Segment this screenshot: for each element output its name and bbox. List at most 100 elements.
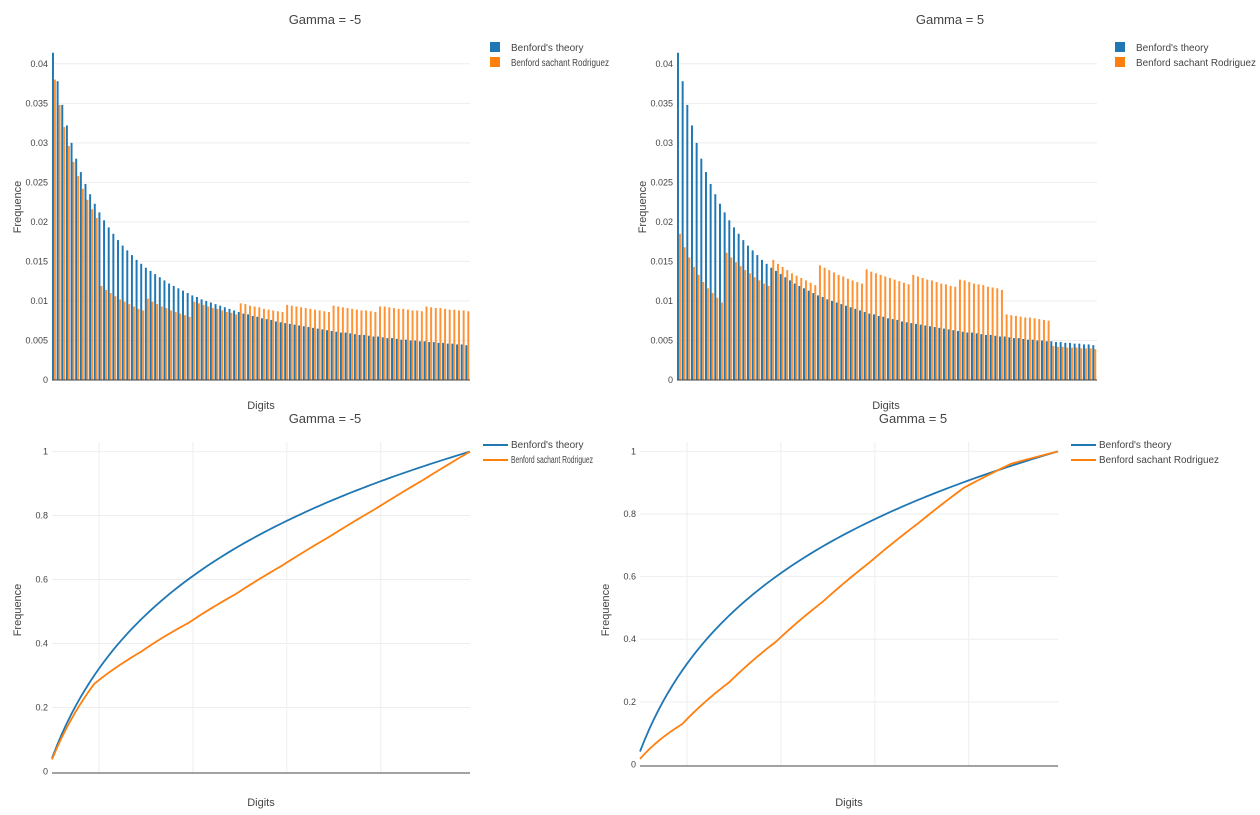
bar-rodriguez [796, 276, 798, 380]
bar-theory [724, 212, 726, 380]
bar-theory [57, 81, 59, 380]
y-tick-label: 0 [668, 375, 673, 385]
bar-theory [1092, 345, 1094, 380]
bar-theory [61, 105, 63, 380]
bar-theory [331, 331, 333, 380]
bar-theory [794, 284, 796, 380]
bar-rodriguez [777, 264, 779, 380]
bar-theory [437, 343, 439, 380]
bar-rodriguez [221, 310, 223, 380]
bar-theory [700, 159, 702, 380]
bar-rodriguez [922, 278, 924, 380]
bar-theory [999, 337, 1001, 380]
bar-rodriguez [847, 279, 849, 380]
bar-rodriguez [936, 282, 938, 380]
y-axis-label: Frequence [637, 181, 649, 234]
legend[interactable]: Benford's theory Benford sachant Rodrigu… [1071, 440, 1219, 466]
bar-theory [400, 340, 402, 380]
bar-rodriguez [365, 310, 367, 380]
y-tick-labels: 0 0.005 0.01 0.015 0.02 0.025 0.03 0.035 0.04 [650, 59, 673, 385]
bar-rodriguez [945, 284, 947, 380]
legend-label-rodriguez[interactable]: Benford sachant Rodriguez [1136, 58, 1256, 69]
bar-theory [728, 220, 730, 380]
bars [52, 53, 469, 380]
legend-label-rodriguez[interactable]: Benford sachant Rodriguez [511, 58, 609, 69]
bar-rodriguez [912, 275, 914, 380]
bar-rodriguez [758, 280, 760, 380]
bar-rodriguez [430, 307, 432, 380]
chart-title: Gamma = 5 [879, 411, 947, 426]
bar-rodriguez [898, 281, 900, 380]
bar-theory [980, 334, 982, 380]
bar-rodriguez [1006, 314, 1008, 380]
bar-theory [1041, 340, 1043, 380]
bar-rodriguez [207, 306, 209, 380]
bar-rodriguez [254, 306, 256, 380]
bar-rodriguez [875, 273, 877, 380]
bar-rodriguez [444, 309, 446, 380]
bar-theory [256, 317, 258, 380]
bar-rodriguez [165, 308, 167, 380]
legend-label-theory[interactable]: Benford's theory [511, 440, 584, 451]
bar-rodriguez [217, 309, 219, 380]
bar-rodriguez [435, 308, 437, 380]
legend-label-rodriguez[interactable]: Benford sachant Rodriguez [511, 455, 593, 466]
bar-rodriguez [772, 260, 774, 380]
y-tick-label: 0.8 [623, 509, 636, 519]
bar-rodriguez [1090, 348, 1092, 380]
bar-theory [1050, 341, 1052, 380]
bar-rodriguez [282, 312, 284, 380]
bar-theory [228, 309, 230, 380]
bar-rodriguez [1052, 346, 1054, 380]
y-tick-label: 0 [43, 375, 48, 385]
bar-rodriguez [786, 270, 788, 380]
bar-rodriguez [68, 146, 70, 380]
y-tick-label: 0.04 [655, 59, 673, 69]
bar-rodriguez [379, 306, 381, 380]
y-tick-labels: 0 0.2 0.4 0.6 0.8 1 [35, 447, 48, 777]
legend-label-rodriguez[interactable]: Benford sachant Rodriguez [1099, 455, 1219, 466]
bar-theory [854, 309, 856, 380]
bar-theory [159, 277, 161, 380]
bar-theory [210, 303, 212, 380]
bar-theory [266, 319, 268, 380]
bar-theory [233, 310, 235, 380]
bar-theory [103, 220, 105, 380]
y-tick-label: 0.6 [623, 572, 636, 582]
legend-label-theory[interactable]: Benford's theory [1136, 43, 1209, 54]
bars [677, 53, 1096, 380]
bar-rodriguez [982, 285, 984, 380]
bar-rodriguez [908, 284, 910, 380]
bar-rodriguez [63, 127, 65, 380]
legend-swatch-theory [1115, 42, 1125, 52]
bar-rodriguez [987, 287, 989, 380]
bar-rodriguez [360, 310, 362, 380]
legend-label-theory[interactable]: Benford's theory [511, 43, 584, 54]
bar-theory [270, 320, 272, 380]
bar-theory [789, 280, 791, 380]
bar-theory [205, 301, 207, 380]
bar-theory [742, 240, 744, 380]
bar-rodriguez [105, 290, 107, 380]
legend[interactable]: Benford's theory Benford sachant Rodrigu… [490, 42, 609, 69]
bar-rodriguez [184, 315, 186, 380]
panel-line-gamma-5: Gamma = 5 Frequence Digits 0 0.2 0.4 0.6 0.8… [600, 411, 1219, 809]
bar-rodriguez [684, 247, 686, 380]
bar-rodriguez [272, 310, 274, 380]
bar-rodriguez [337, 306, 339, 380]
bar-theory [112, 234, 114, 380]
legend-label-theory[interactable]: Benford's theory [1099, 440, 1172, 451]
bar-theory [714, 194, 716, 380]
bar-theory [756, 255, 758, 380]
bar-theory [994, 336, 996, 380]
legend[interactable]: Benford's theory Benford sachant Rodrigu… [483, 440, 593, 466]
bar-theory [372, 337, 374, 380]
bar-rodriguez [398, 309, 400, 380]
bar-theory [326, 330, 328, 380]
bar-rodriguez [931, 280, 933, 380]
bar-theory [442, 343, 444, 380]
bar-rodriguez [416, 310, 418, 380]
bar-theory [752, 250, 754, 380]
legend[interactable]: Benford's theory Benford sachant Rodrigu… [1115, 42, 1256, 69]
bar-rodriguez [240, 303, 242, 380]
